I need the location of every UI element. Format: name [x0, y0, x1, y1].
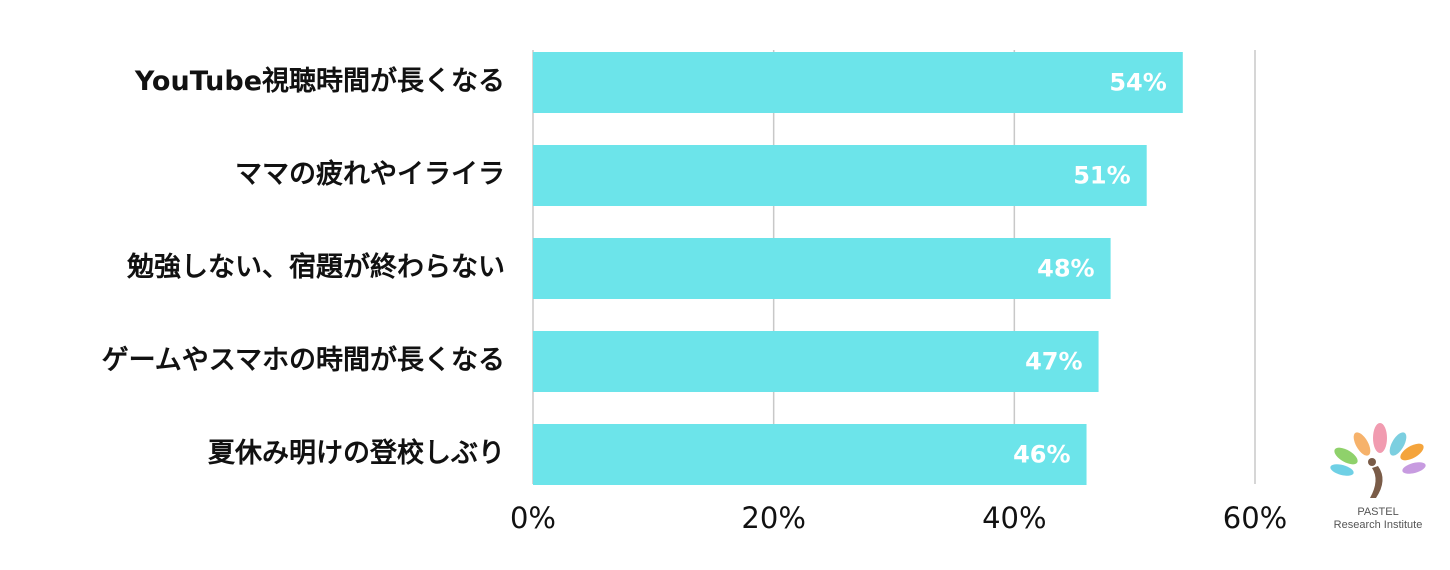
- value-label: 51%: [1073, 162, 1130, 190]
- bar: [533, 424, 1087, 485]
- bar: [533, 238, 1111, 299]
- value-label: 54%: [1109, 69, 1166, 97]
- x-tick-label: 60%: [1223, 501, 1287, 535]
- logo-subtitle: Research Institute: [1334, 519, 1423, 531]
- x-tick-label: 20%: [741, 501, 805, 535]
- logo-figure: [1368, 458, 1376, 466]
- logo-petal: [1334, 447, 1358, 465]
- logo-petal: [1389, 432, 1407, 456]
- y-tick-label: YouTube視聴時間が長くなる: [134, 65, 505, 97]
- logo-petal: [1373, 423, 1387, 453]
- logo-petal: [1353, 432, 1371, 456]
- y-tick-label: ママの疲れやイライラ: [235, 158, 505, 190]
- logo-petal: [1400, 443, 1424, 461]
- logo-petal: [1330, 464, 1354, 476]
- value-label: 46%: [1013, 441, 1070, 469]
- y-tick-label: ゲームやスマホの時間が長くなる: [102, 344, 505, 376]
- bar: [533, 145, 1147, 206]
- logo-name: PASTEL: [1357, 506, 1398, 518]
- y-tick-label: 勉強しない、宿題が終わらない: [126, 251, 505, 283]
- bar: [533, 331, 1099, 392]
- x-tick-label: 0%: [510, 501, 556, 535]
- logo-petal: [1402, 462, 1426, 474]
- logo: PASTEL Research Institute: [1330, 423, 1426, 531]
- logo-figure: [1370, 466, 1383, 498]
- y-tick-label: 夏休み明けの登校しぶり: [208, 437, 505, 469]
- value-label: 48%: [1037, 255, 1094, 283]
- x-tick-label: 40%: [982, 501, 1046, 535]
- bar: [533, 52, 1183, 113]
- value-label: 47%: [1025, 348, 1082, 376]
